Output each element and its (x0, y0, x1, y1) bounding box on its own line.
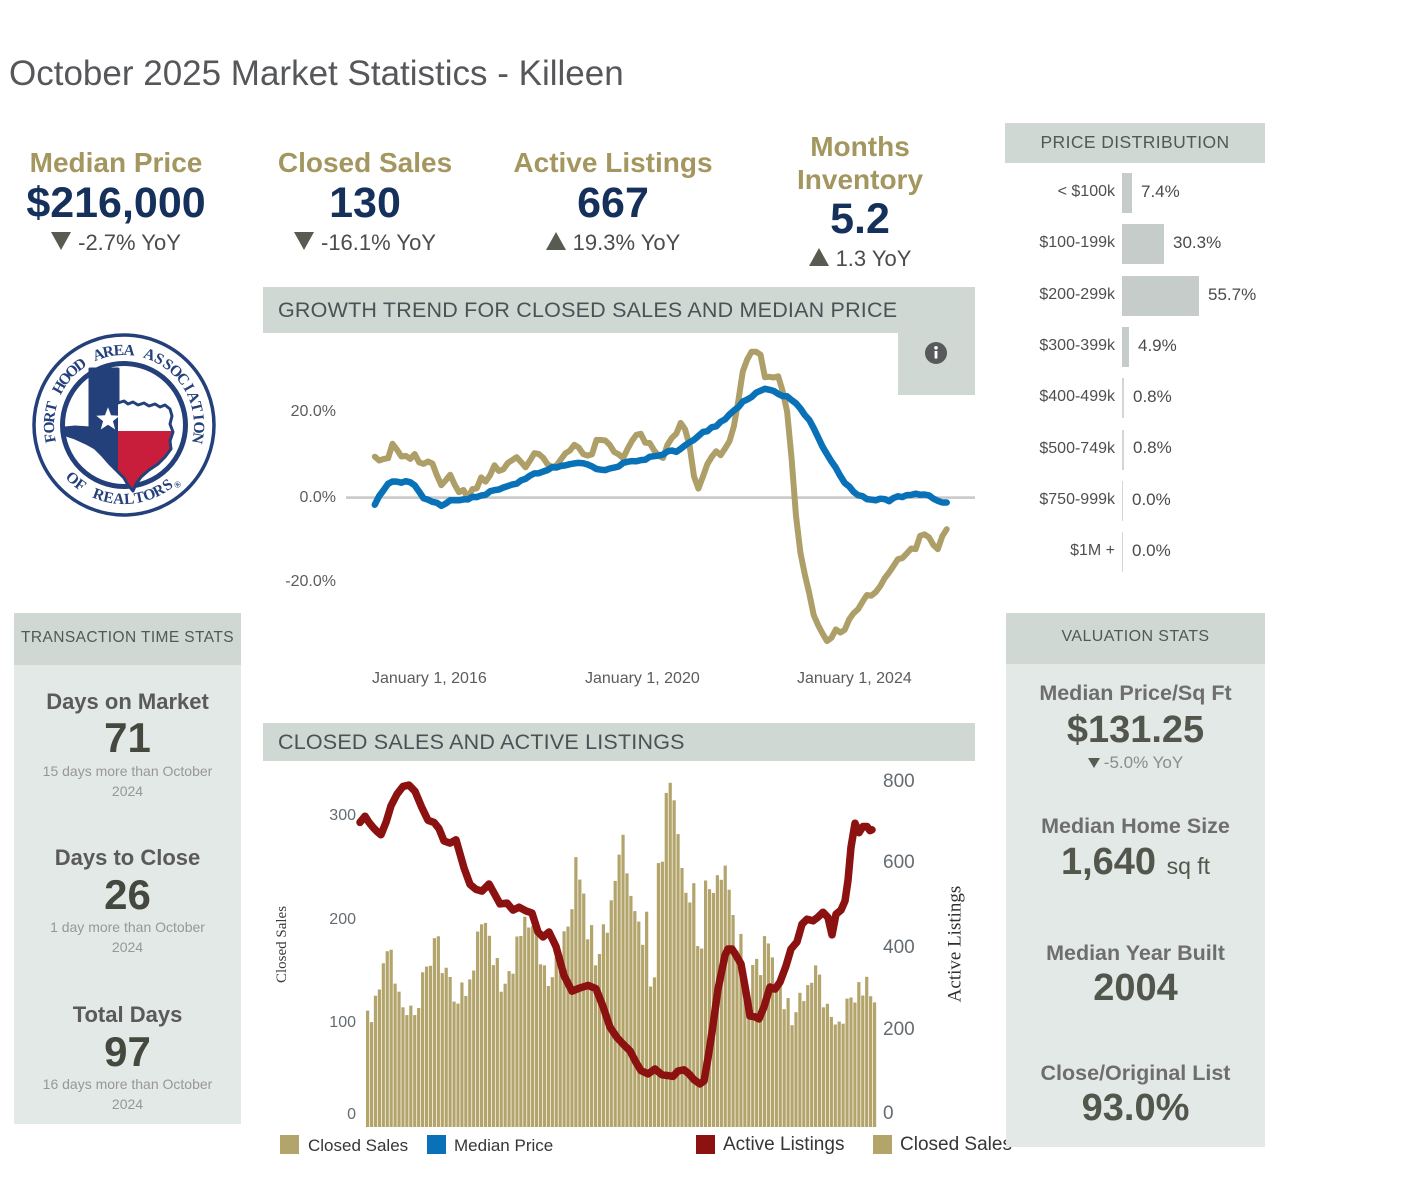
svg-text:L: L (123, 490, 135, 508)
svg-text:A: A (113, 490, 126, 508)
svg-text:O: O (190, 421, 207, 434)
svg-text:O: O (141, 485, 158, 505)
svg-text:T: T (42, 399, 61, 414)
svg-text:A: A (123, 342, 136, 360)
svg-text:N: N (188, 431, 207, 445)
svg-text:T: T (187, 400, 206, 415)
svg-text:R: R (41, 410, 59, 424)
svg-text:®: ® (172, 478, 184, 490)
svg-text:F: F (41, 432, 59, 444)
svg-text:E: E (102, 489, 116, 508)
svg-text:T: T (133, 488, 147, 507)
svg-text:R: R (101, 342, 116, 361)
svg-text:O: O (41, 421, 58, 434)
svg-text:E: E (113, 342, 125, 360)
svg-text:I: I (189, 413, 207, 421)
